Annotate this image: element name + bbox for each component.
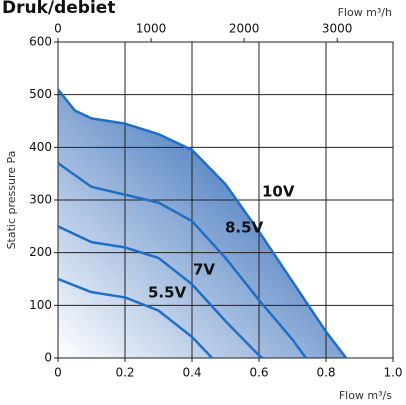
x-tick-label: 1.0 (383, 366, 402, 380)
x2-tick-label: 0 (54, 22, 62, 36)
area (58, 89, 347, 359)
y-tick-label: 500 (29, 87, 52, 101)
y-tick-label: 300 (29, 193, 52, 207)
curve-label: 8.5V (225, 219, 264, 237)
curve-label: 10V (262, 183, 295, 201)
chart-title: Druk/debiet (2, 0, 115, 18)
curve (57, 277, 214, 359)
x-tick-label: 0.6 (249, 366, 268, 380)
curve (57, 88, 348, 359)
y-tick-label: 100 (29, 298, 52, 312)
x-tick-label: 0 (54, 366, 62, 380)
y-tick-label: 600 (29, 35, 52, 49)
x-axis-label: Flow m³/s (339, 389, 392, 402)
curve-label: 5.5V (148, 284, 187, 302)
curve (57, 225, 264, 359)
y-axis-label: Static pressure Pa (5, 151, 18, 250)
x-tick-label: 0.4 (182, 366, 201, 380)
x-tick-label: 0.2 (115, 366, 134, 380)
y-tick-label: 200 (29, 245, 52, 259)
x-tick-label: 0.8 (316, 366, 335, 380)
curve-label: 7V (193, 261, 215, 279)
curve (57, 162, 307, 359)
x2-tick-label: 3000 (322, 22, 353, 36)
plot-frame (57, 41, 394, 359)
y-tick-label: 400 (29, 140, 52, 154)
x2-tick-label: 1000 (136, 22, 167, 36)
x2-axis-label: Flow m³/h (338, 6, 392, 19)
y-tick-label: 0 (44, 351, 52, 365)
x2-tick-label: 2000 (229, 22, 260, 36)
